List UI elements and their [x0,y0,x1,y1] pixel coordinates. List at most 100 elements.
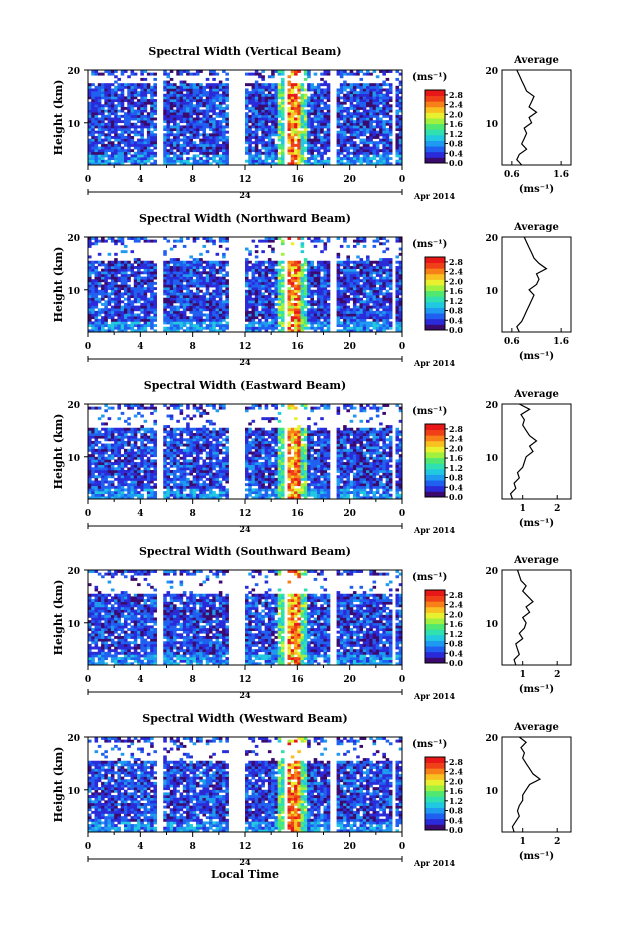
heatmap-cell [144,160,148,163]
heatmap-cell [193,86,197,89]
heatmap-cell [350,311,354,314]
heatmap-cell [379,258,383,261]
heatmap-cell [196,88,200,91]
heatmap-cell [114,303,118,306]
heatmap-cell [395,298,399,301]
heatmap-cell [265,96,269,99]
heatmap-cell [343,316,347,319]
heatmap-cell [91,290,95,293]
heatmap-cell [386,282,390,285]
heatmap-cell [150,290,154,293]
heatmap-cell [153,306,157,309]
heatmap-cell [245,290,249,293]
heatmap-cell [314,160,318,163]
heatmap-cell [173,269,177,272]
heatmap-cell [346,290,350,293]
heatmap-cell [206,160,210,163]
heatmap-cell [297,287,301,290]
heatmap-cell [173,144,177,147]
heatmap-cell [193,303,197,306]
heatmap-cell [359,300,363,303]
heatmap-cell [176,110,180,113]
heatmap-cell [379,86,383,89]
heatmap-cell [274,86,278,89]
heatmap-cell [386,300,390,303]
heatmap-cell [219,157,223,160]
heatmap-cell [278,311,282,314]
heatmap-cell [88,266,92,269]
heatmap-cell [248,133,252,136]
heatmap-cell [202,292,206,295]
heatmap-cell [212,321,216,324]
heatmap-cell [320,125,324,128]
heatmap-cell [343,99,347,102]
heatmap-cell [212,303,216,306]
heatmap-cell [95,475,99,478]
heatmap-cell [356,266,360,269]
heatmap-cell [288,91,292,94]
heatmap-cell [248,269,252,272]
heatmap-cell [382,94,386,97]
heatmap-cell [258,160,262,163]
heatmap-cell [297,118,301,121]
heatmap-cell [294,295,298,298]
heatmap-cell [150,110,154,113]
heatmap-cell [114,160,118,163]
heatmap-cell [389,263,393,266]
heatmap-cell [356,261,360,264]
heatmap-cell [121,99,125,102]
heatmap-cell [163,303,167,306]
heatmap-cell [252,73,256,76]
heatmap-cell [163,96,167,99]
heatmap-cell [369,86,373,89]
heatmap-cell [255,292,259,295]
heatmap-cell [206,324,210,327]
heatmap-cell [301,327,305,330]
heatmap-cell [353,321,357,324]
heatmap-cell [150,88,154,91]
heatmap-cell [219,88,223,91]
heatmap-cell [144,83,148,86]
heatmap-cell [98,433,102,436]
heatmap-cell [111,104,115,107]
heatmap-cell [297,314,301,317]
heatmap-cell [359,292,363,295]
heatmap-cell [117,139,121,142]
heatmap-cell [91,94,95,97]
heatmap-cell [134,73,138,76]
heatmap-cell [140,141,144,144]
heatmap-cell [95,73,99,76]
heatmap-cell [170,107,174,110]
heatmap-cell [245,131,249,134]
heatmap-cell [261,94,265,97]
heatmap-cell [189,277,193,280]
average-x-tick-label: 1.6 [553,337,569,347]
colorbar-segment [425,285,445,291]
heatmap-cell [395,147,399,150]
heatmap-cell [281,99,285,102]
heatmap-cell [225,139,229,142]
heatmap-cell [212,240,216,243]
heatmap-cell [150,261,154,264]
heatmap-cell [173,240,177,243]
heatmap-cell [343,274,347,277]
heatmap-cell [101,324,105,327]
heatmap-cell [288,327,292,330]
heatmap-cell [320,157,324,160]
heatmap-cell [294,112,298,115]
heatmap-cell [327,240,331,243]
heatmap-cell [310,298,314,301]
heatmap-cell [212,290,216,293]
heatmap-cell [327,144,331,147]
heatmap-cell [376,107,380,110]
heatmap-cell [137,152,141,155]
heatmap-cell [281,285,285,288]
heatmap-cell [252,136,256,139]
heatmap-cells [88,237,402,332]
heatmap-cell [350,266,354,269]
heatmap-cell [294,298,298,301]
heatmap-cell [199,147,203,150]
heatmap-cell [196,133,200,136]
heatmap-cell [255,139,259,142]
heatmap-cell [108,123,112,126]
